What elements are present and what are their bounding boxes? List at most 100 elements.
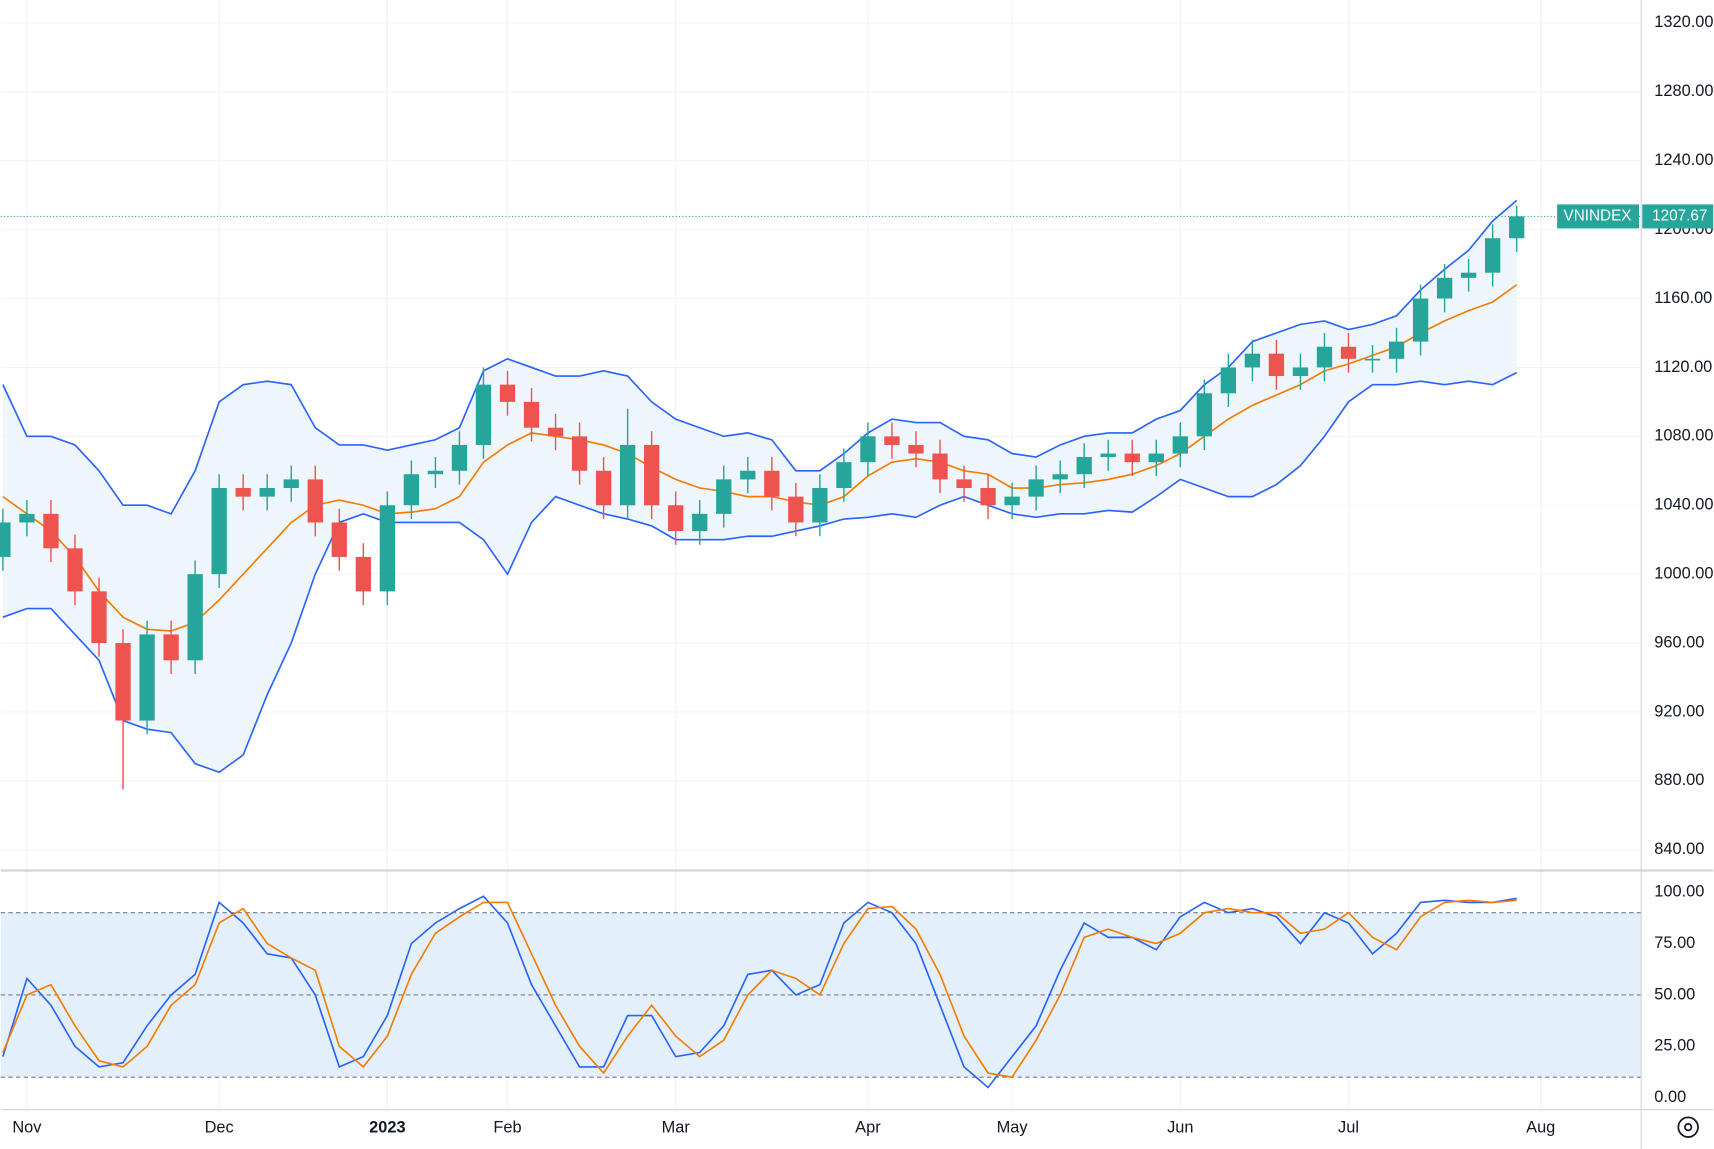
y-tick-label: 880.00 [1654,771,1704,789]
symbol-label: VNINDEX [1564,207,1632,224]
candle-body [91,591,107,644]
candle-body [1292,367,1309,377]
candle-body [595,470,612,506]
symbol-tag [1557,204,1640,229]
oscillator-pane [0,895,1642,1089]
x-tick-label: Aug [1526,1119,1555,1137]
candle-body [908,444,924,454]
y-tick-label: 1040.00 [1654,496,1713,514]
candle-body [307,479,323,523]
y-tick-label: 1280.00 [1654,82,1713,100]
y-tick-label: 100.00 [1654,882,1704,900]
candle-body [187,574,203,661]
candle-body [403,474,420,506]
settings-icon-core [1684,1123,1693,1132]
candle-body [980,488,996,506]
candle-body [812,488,828,523]
candle-body [1076,457,1092,475]
candle-body [1436,277,1453,299]
settings-icon[interactable] [1677,1116,1699,1138]
candle-body [235,488,251,497]
band-lower [2,371,1518,774]
candle-body [1340,346,1357,359]
x-tick-label: Mar [662,1119,691,1137]
candle-body [451,444,468,471]
y-tick-label: 75.00 [1654,934,1695,952]
x-tick-label: Dec [205,1119,234,1137]
x-tick-label: Nov [12,1119,42,1137]
candle-body [692,513,708,532]
x-tick-label: Feb [493,1119,521,1137]
candle-body [1004,496,1020,506]
candle-body [379,505,395,592]
band-middle [2,284,1518,632]
y-tick-label: 0.00 [1654,1088,1686,1106]
y-tick-label: 25.00 [1654,1037,1695,1055]
candle-body [1244,353,1261,368]
y-tick-label: 960.00 [1654,633,1704,651]
candle-body [1196,393,1212,437]
candle-body [1412,298,1429,342]
candle-body [331,522,347,557]
x-tick-label: May [997,1119,1029,1137]
y-tick-label: 920.00 [1654,702,1704,720]
candle-body [764,470,780,497]
candle-body [571,436,588,471]
candle-body [115,643,131,721]
candle-body [259,488,275,497]
y-tick-label: 1160.00 [1654,289,1712,307]
candle-body [788,496,804,523]
candle-body [43,513,59,549]
candle-body [499,384,516,402]
y-tick-label: 1120.00 [1654,358,1712,376]
candle-body [619,444,636,506]
price-pane [0,199,1642,790]
y-tick-label: 1240.00 [1654,151,1713,169]
candle-body [355,556,371,592]
candle-body [1028,479,1044,497]
candle-body [644,444,660,506]
y-tick-label: 1320.00 [1654,13,1713,31]
candle-body [523,401,540,428]
candle-body [547,427,564,437]
candle-body [1124,453,1140,463]
candle-body [716,479,732,514]
x-tick-label: Jun [1167,1119,1193,1137]
x-tick-label: Apr [855,1119,881,1137]
candle-body [884,436,900,445]
candle-body [956,479,972,489]
candle-body [67,548,83,592]
candle-body [1364,358,1381,361]
candle-body [1460,272,1477,278]
band-upper [2,199,1518,515]
candle-body [1485,238,1501,273]
candle-body [163,634,179,661]
candle-body [0,522,11,557]
x-tick-label: Jul [1338,1119,1359,1137]
y-tick-label: 840.00 [1654,840,1704,858]
candle-body [1388,341,1405,359]
candle-body [1268,353,1285,377]
candle-body [932,453,948,480]
candle-body [740,470,756,480]
x-tick-label: 2023 [369,1119,405,1137]
candle-body [19,513,35,523]
candle-body [283,479,299,489]
candle-body [139,634,155,721]
y-tick-label: 50.00 [1654,985,1695,1003]
settings-button[interactable] [1677,1116,1699,1138]
y-tick-label: 1000.00 [1654,564,1713,582]
candle-body [1148,453,1164,463]
candle-body [1100,453,1116,458]
candle-body [1509,216,1525,239]
candle-body [1220,367,1236,394]
y-tick-label: 1080.00 [1654,427,1713,445]
grid [0,0,1642,1110]
candle-body [1172,436,1188,454]
band-fill [2,200,1517,773]
candle-body [1052,474,1068,480]
candle-body [427,470,444,475]
candle-body [211,488,227,575]
oscillator-line [2,899,1517,1079]
